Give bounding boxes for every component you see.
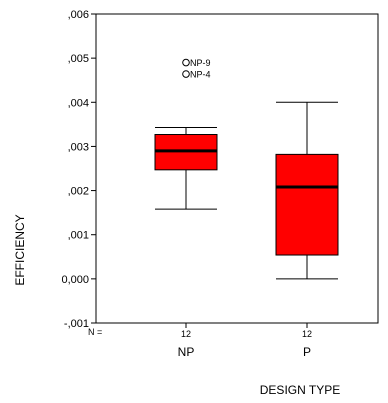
outliers-layer: NP-9 NP-4 (182, 58, 211, 80)
outlier-point (182, 70, 190, 78)
y-axis-title: EFFICIENCY (13, 214, 27, 285)
outlier-label: NP-4 (190, 70, 211, 80)
box-np (154, 126, 218, 210)
iqr-box (275, 153, 339, 256)
y-tick-label: ,006 (68, 9, 89, 21)
y-tick-label: ,005 (68, 53, 89, 65)
y-tick-label: ,003 (68, 141, 89, 153)
outlier-point (182, 58, 190, 67)
boxes-layer (154, 101, 339, 280)
category-label: NP (178, 345, 195, 359)
x-axis-labels: 12 NP 12 P (178, 323, 312, 359)
n-count-label: 12 (181, 329, 191, 339)
y-tick-label: 0,000 (61, 274, 89, 286)
y-tick-label: ,004 (68, 97, 89, 109)
n-count-label: 12 (302, 329, 312, 339)
n-label: N = (88, 327, 102, 337)
x-axis-title: DESIGN TYPE (260, 383, 340, 397)
y-tick-label: ,002 (68, 186, 89, 198)
y-axis-ticks: -,001 0,000 ,001 ,002 ,003 ,004 ,005 ,006 (61, 9, 96, 330)
y-tick-label: -,001 (64, 318, 89, 330)
y-tick-label: ,001 (68, 230, 89, 242)
box-p (275, 101, 339, 280)
category-label: P (303, 345, 311, 359)
outlier-label: NP-9 (190, 58, 211, 68)
